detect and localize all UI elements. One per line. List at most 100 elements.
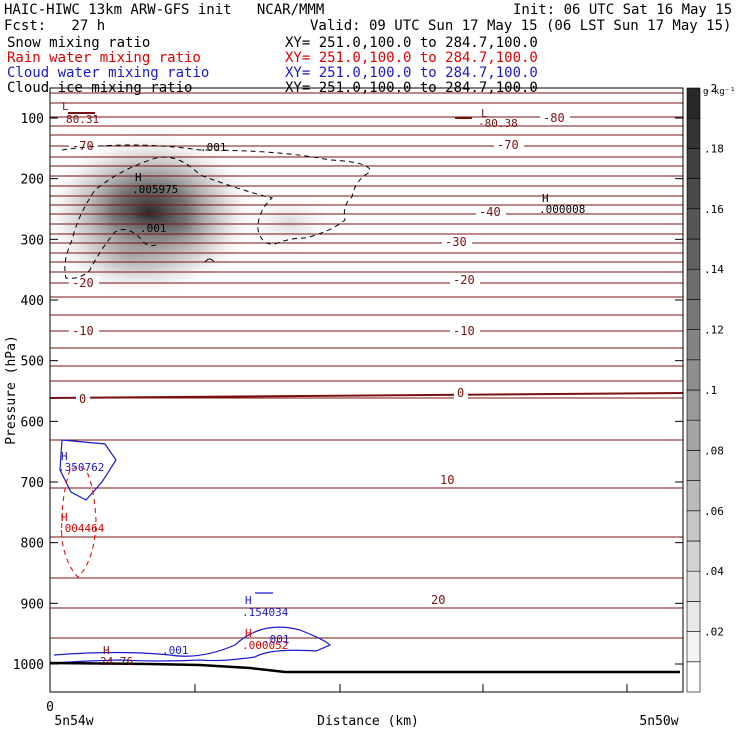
- contour-value-label: .001: [200, 141, 227, 154]
- x-axis-title: Distance (km): [317, 714, 419, 729]
- plot-frame: [49, 87, 684, 693]
- high-snow-max-symbol: H: [135, 171, 142, 184]
- low-80-38-symbol: L: [481, 107, 488, 120]
- high-temp-surface-symbol: H: [103, 644, 110, 657]
- plot-title: HAIC-HIWC 13km ARW-GFS init NCAR/MMM: [4, 2, 325, 18]
- colorbar-swatch: [686, 268, 701, 300]
- isotherm-label: 0: [79, 392, 86, 406]
- high-rain-upper-value: .004464: [58, 522, 105, 535]
- low-80-31-value: 80.31: [66, 113, 99, 126]
- cloud-water-contour-upper: [59, 439, 117, 501]
- isotherm-label-bg: [69, 140, 99, 153]
- rain-contour-shallow: [61, 467, 97, 578]
- colorbar-swatch: [686, 480, 701, 512]
- cloud-water-contour-lower: [53, 626, 332, 664]
- y-tick-label: 900: [21, 597, 44, 612]
- colorbar-tick-label: .08: [704, 444, 724, 457]
- colorbar-swatch: [686, 510, 701, 542]
- y-tick-label: 700: [21, 476, 44, 491]
- field-rain-xy: XY= 251.0,100.0 to 284.7,100.0: [285, 50, 538, 66]
- isotherm-label: 10: [440, 473, 454, 487]
- colorbar-swatch: [686, 238, 701, 270]
- isotherm-label-bg: [76, 393, 90, 406]
- high-snow-min-symbol: H: [542, 192, 549, 205]
- contour-value-label: .001: [162, 644, 189, 657]
- y-axis-title: Pressure (hPa): [4, 335, 19, 445]
- colorbar-tick-label: .18: [704, 142, 724, 155]
- x-right-location: 5n50w: [639, 714, 678, 729]
- rain-water-contours: [61, 467, 97, 578]
- colorbar-tick-label: .06: [704, 505, 724, 518]
- colorbar-swatch: [686, 178, 701, 210]
- y-tick-label: 300: [21, 233, 44, 248]
- cloud-water-contours: [53, 439, 332, 664]
- isotherm-label: -20: [72, 276, 94, 290]
- high-temp-surface-value: 24.76: [100, 655, 133, 668]
- isotherm-label-bg: [437, 474, 459, 487]
- high-cloud-water-lower-symbol: H: [245, 594, 252, 607]
- high-snow-max-value: .005975: [132, 183, 178, 196]
- y-tick-label: 800: [21, 537, 44, 552]
- init-time: Init: 06 UTC Sat 16 May 15: [513, 2, 733, 18]
- cloud-ice-contour-small: [204, 258, 215, 263]
- y-tick-label: 600: [21, 415, 44, 430]
- isotherm-label: -10: [453, 324, 475, 338]
- colorbar-swatch: [686, 419, 701, 451]
- isotherm-label-bg: [540, 112, 570, 125]
- field-snow-xy: XY= 251.0,100.0 to 284.7,100.0: [285, 35, 538, 51]
- y-tick-label: 100: [21, 112, 44, 127]
- high-rain-lower-symbol: H: [245, 627, 252, 640]
- field-cloudwater-label: Cloud water mixing ratio: [7, 65, 210, 81]
- isotherm-label-bg: [69, 325, 99, 338]
- colorbar-swatch: [686, 329, 701, 361]
- temperature-isotherms: -80 -70 -70 -40 -30 -20 -20 -10 -10 0 0 10 20: [49, 92, 684, 639]
- high-rain-lower-value: .000052: [242, 639, 288, 652]
- high-rain-upper-symbol: H: [61, 511, 68, 524]
- isotherm-zero: [49, 392, 684, 399]
- y-tick-label: 400: [21, 294, 44, 309]
- isotherm-label: 0: [457, 386, 464, 400]
- forecast-hour: Fcst: 27 h: [4, 18, 106, 34]
- isotherm-label: -20: [453, 273, 475, 287]
- isotherm-label-bg: [69, 277, 99, 290]
- annotations: L80.31 L-80.38H.005975H.000008H.350762H.0…: [58, 100, 585, 668]
- field-snow-label: Snow mixing ratio: [7, 35, 151, 51]
- colorbar-swatch: [686, 631, 701, 663]
- low-80-38-value: -80.38: [478, 117, 518, 130]
- isotherm-label-bg: [494, 139, 524, 152]
- colorbar-unit: g kg⁻¹: [703, 87, 736, 97]
- isotherm-label: 20: [431, 593, 445, 607]
- snow-secondary-blob: [55, 215, 205, 295]
- colorbar-swatch: [686, 87, 701, 119]
- colorbar-swatch: [686, 661, 701, 693]
- y-tick-label: 500: [21, 355, 44, 370]
- cloud-ice-contours: [61, 144, 371, 279]
- contour-value-label: .001: [263, 633, 290, 646]
- colorbar-swatch: [686, 601, 701, 632]
- colorbar-swatch: [686, 450, 701, 481]
- colorbar-swatch: [686, 208, 701, 240]
- isotherm-label: -70: [497, 138, 519, 152]
- colorbar-swatch: [686, 540, 701, 572]
- colorbar-tick-label: .2: [704, 82, 717, 95]
- high-snow-min-value: .000008: [539, 203, 585, 216]
- colorbar: .02 .04 .06 .08 .1 .12 .14 .16 .18 .2g kg⁻¹: [686, 82, 736, 693]
- isotherm-label: -40: [479, 205, 501, 219]
- high-cloud-water-upper-symbol: H: [61, 450, 68, 463]
- colorbar-tick-label: .16: [704, 203, 724, 216]
- colorbar-tick-label: .14: [704, 263, 724, 276]
- isotherm-label: -30: [445, 235, 467, 249]
- colorbar-swatch: [686, 359, 701, 391]
- isotherm-label: -80: [543, 111, 565, 125]
- valid-time: Valid: 09 UTC Sun 17 May 15 (06 LST Sun …: [310, 18, 732, 34]
- plot-border: [49, 87, 684, 693]
- x-left-location: 5n54w: [54, 714, 93, 729]
- high-cloud-water-lower-value: .154034: [242, 606, 289, 619]
- isotherm-label-bg: [450, 274, 480, 287]
- isotherm-label-bg: [450, 325, 480, 338]
- colorbar-tick-label: .04: [704, 565, 724, 578]
- field-cloudwater-xy: XY= 251.0,100.0 to 284.7,100.0: [285, 65, 538, 81]
- field-rain-label: Rain water mixing ratio: [7, 50, 201, 66]
